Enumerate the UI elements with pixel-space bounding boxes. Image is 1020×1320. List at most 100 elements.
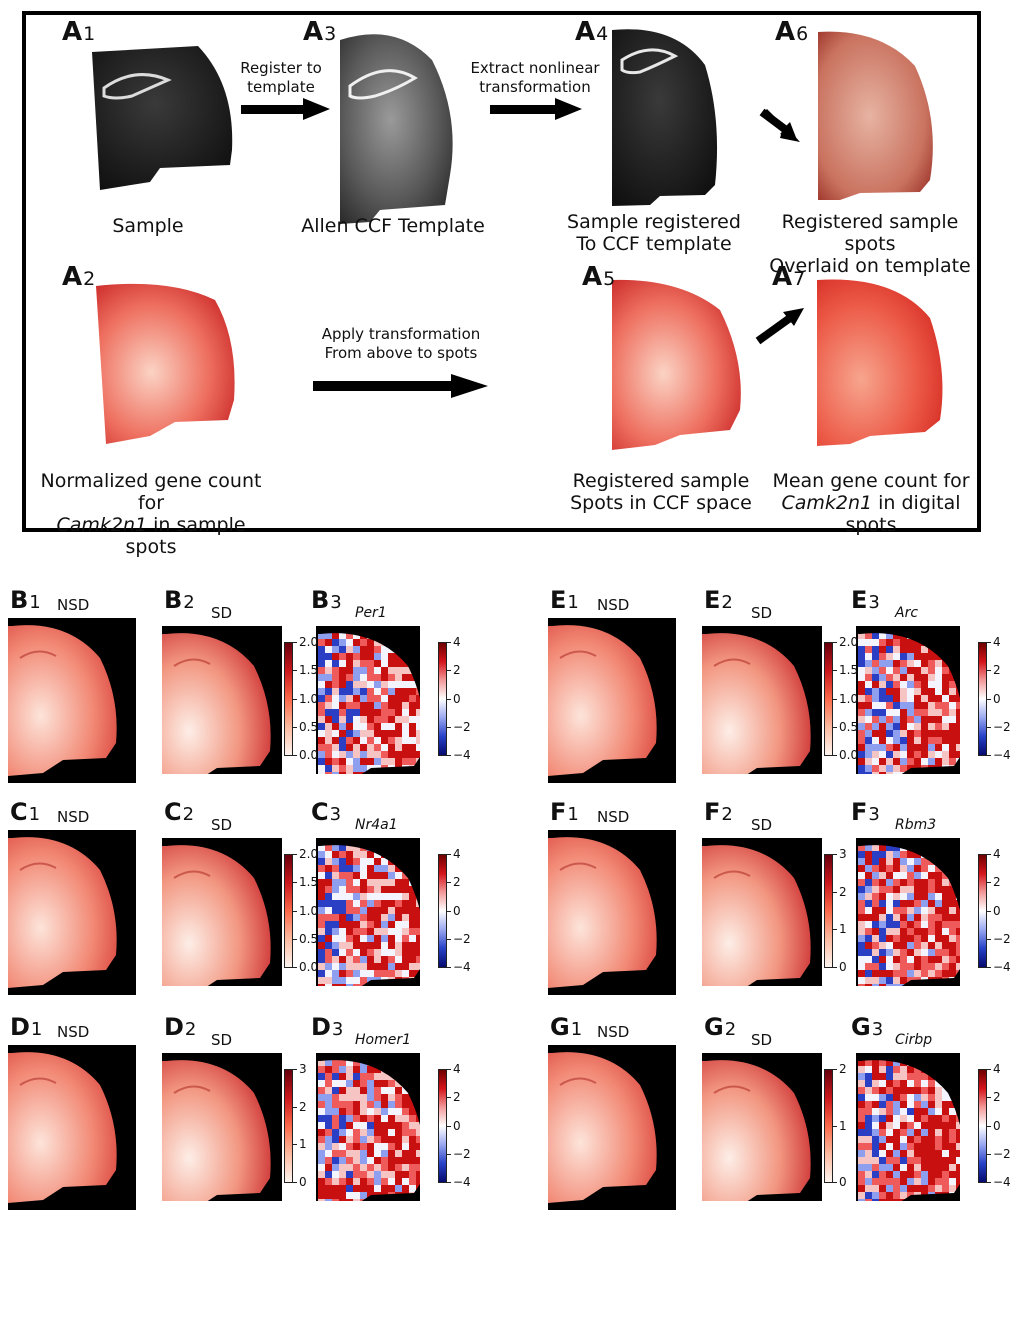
- g2-tick-label: 0: [839, 1175, 847, 1189]
- e3-tick-label: 0: [993, 691, 1001, 706]
- tick-mark: [293, 726, 297, 728]
- label-b3-gene: Per1: [355, 605, 387, 621]
- e2-colorbar: [824, 642, 833, 756]
- f2-tick-label: 1: [839, 922, 847, 937]
- tick-mark: [987, 726, 991, 728]
- f2-sd-map: [702, 838, 822, 986]
- e3-diff-map: [856, 626, 960, 774]
- tick-mark: [987, 698, 991, 700]
- e2-tick-label: 0.0: [839, 748, 859, 762]
- tick-mark: [447, 1125, 451, 1127]
- c3-diff-map: [316, 838, 420, 986]
- tick-mark: [447, 967, 451, 968]
- b3-tick-label: −4: [453, 748, 471, 762]
- tick-mark: [447, 670, 451, 672]
- tick-mark: [833, 698, 837, 700]
- e1-nsd-map: [548, 618, 676, 783]
- tick-mark: [447, 1097, 451, 1099]
- a7-mean-image: [817, 279, 943, 446]
- b2-sd-map: [162, 626, 282, 774]
- b1-nsd-map: [8, 618, 136, 783]
- label-a6: A6: [775, 17, 809, 47]
- c3-tick-label: 4: [453, 847, 461, 861]
- label-c3-gene: Nr4a1: [355, 817, 398, 833]
- label-a7: A7: [772, 262, 806, 292]
- b3-diff-map: [316, 626, 420, 774]
- c3-tick-label: −2: [453, 931, 471, 946]
- caption-template: Allen CCF Template: [301, 215, 485, 237]
- label-f3: F3: [851, 798, 880, 826]
- e2-tick-label: 2.0: [839, 635, 859, 649]
- f2-colorbar: [824, 854, 833, 968]
- a3-template-image: [340, 34, 453, 224]
- a5-ccf-spots-image: [612, 279, 741, 450]
- a1-sample-image: [92, 46, 233, 190]
- tick-mark: [293, 642, 297, 643]
- f3-tick-label: −4: [993, 960, 1011, 974]
- workflow-box: [22, 11, 981, 532]
- g3-tick-label: −4: [993, 1175, 1011, 1189]
- tick-mark: [833, 1069, 837, 1070]
- label-e3: E3: [851, 586, 880, 614]
- label-g1-nsd: NSD: [597, 1023, 630, 1041]
- tick-mark: [987, 938, 991, 940]
- c2-tick-label: 0.0: [299, 960, 319, 974]
- tick-mark: [447, 854, 451, 855]
- tick-mark: [293, 854, 297, 855]
- b2-colorbar: [284, 642, 293, 756]
- label-f1: F1: [550, 798, 579, 826]
- tick-mark: [447, 910, 451, 912]
- g1-nsd-map: [548, 1045, 676, 1210]
- tick-mark: [447, 726, 451, 728]
- g3-tick-label: 0: [993, 1118, 1001, 1133]
- label-d1: D1: [10, 1013, 43, 1041]
- d3-tick-label: 2: [453, 1090, 461, 1105]
- tick-mark: [833, 891, 837, 893]
- label-e2-sd: SD: [751, 604, 773, 622]
- tick-mark: [987, 670, 991, 672]
- e3-tick-label: 4: [993, 635, 1001, 649]
- d3-tick-label: −2: [453, 1146, 471, 1161]
- label-b1: B1: [10, 586, 41, 614]
- tick-mark: [833, 726, 837, 728]
- tick-mark: [987, 1069, 991, 1070]
- tick-mark: [833, 929, 837, 931]
- f2-tick-label: 2: [839, 884, 847, 899]
- d2-tick-label: 0: [299, 1175, 307, 1189]
- tick-mark: [447, 882, 451, 884]
- c2-tick-label: 1.5: [299, 875, 319, 890]
- f2-tick-label: 0: [839, 960, 847, 974]
- tick-mark: [987, 755, 991, 756]
- label-c2-sd: SD: [211, 816, 233, 834]
- f3-tick-label: −2: [993, 931, 1011, 946]
- caption-ccf-spots: Registered sample Spots in CCF space: [570, 470, 752, 514]
- tick-mark: [293, 938, 297, 940]
- tick-mark: [833, 854, 837, 855]
- label-c3: C3: [311, 798, 342, 826]
- b3-tick-label: 4: [453, 635, 461, 649]
- b2-tick-label: 0.0: [299, 748, 319, 762]
- tick-mark: [447, 642, 451, 643]
- label-f2: F2: [704, 798, 733, 826]
- label-a4: A4: [575, 17, 609, 47]
- b3-tick-label: 0: [453, 691, 461, 706]
- tick-mark: [987, 967, 991, 968]
- g3-tick-label: 4: [993, 1062, 1001, 1076]
- tick-mark: [987, 642, 991, 643]
- tick-mark: [833, 967, 837, 968]
- g3-tick-label: −2: [993, 1146, 1011, 1161]
- f3-diff-map: [856, 838, 960, 986]
- e2-tick-label: 0.5: [839, 719, 859, 734]
- tick-mark: [293, 882, 297, 884]
- label-b2: B2: [164, 586, 195, 614]
- label-d1-nsd: NSD: [57, 1023, 90, 1041]
- extract-text: Extract nonlinear transformation: [470, 59, 600, 96]
- d3-tick-label: 4: [453, 1062, 461, 1076]
- e2-sd-map: [702, 626, 822, 774]
- tick-mark: [293, 967, 297, 968]
- label-d2-sd: SD: [211, 1031, 233, 1049]
- label-e3-gene: Arc: [895, 605, 919, 621]
- label-a1: A1: [62, 17, 96, 47]
- c3-tick-label: 0: [453, 903, 461, 918]
- tick-mark: [293, 670, 297, 672]
